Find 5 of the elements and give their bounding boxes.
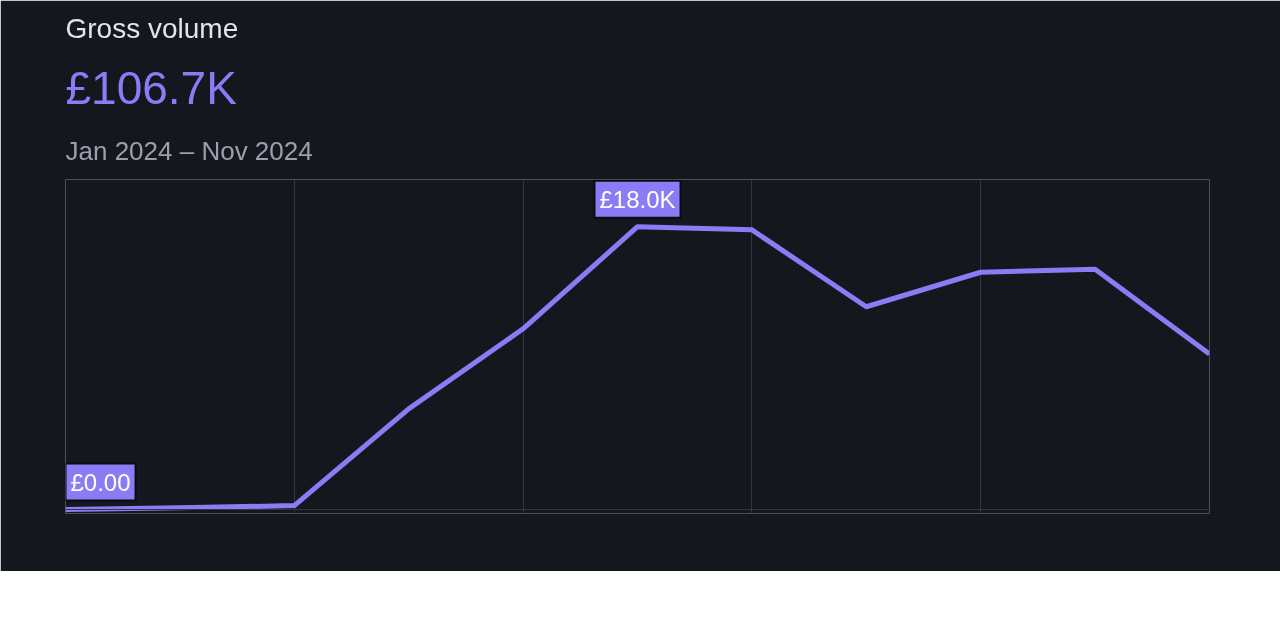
annotation: £18.0K — [599, 185, 676, 213]
chart-subtitle: £106.7K — [65, 61, 238, 114]
annotation: £0.00 — [70, 468, 131, 496]
text: Jan 2024 – Nov 2024 — [65, 135, 313, 166]
chart-title: Gross volume — [65, 12, 239, 44]
